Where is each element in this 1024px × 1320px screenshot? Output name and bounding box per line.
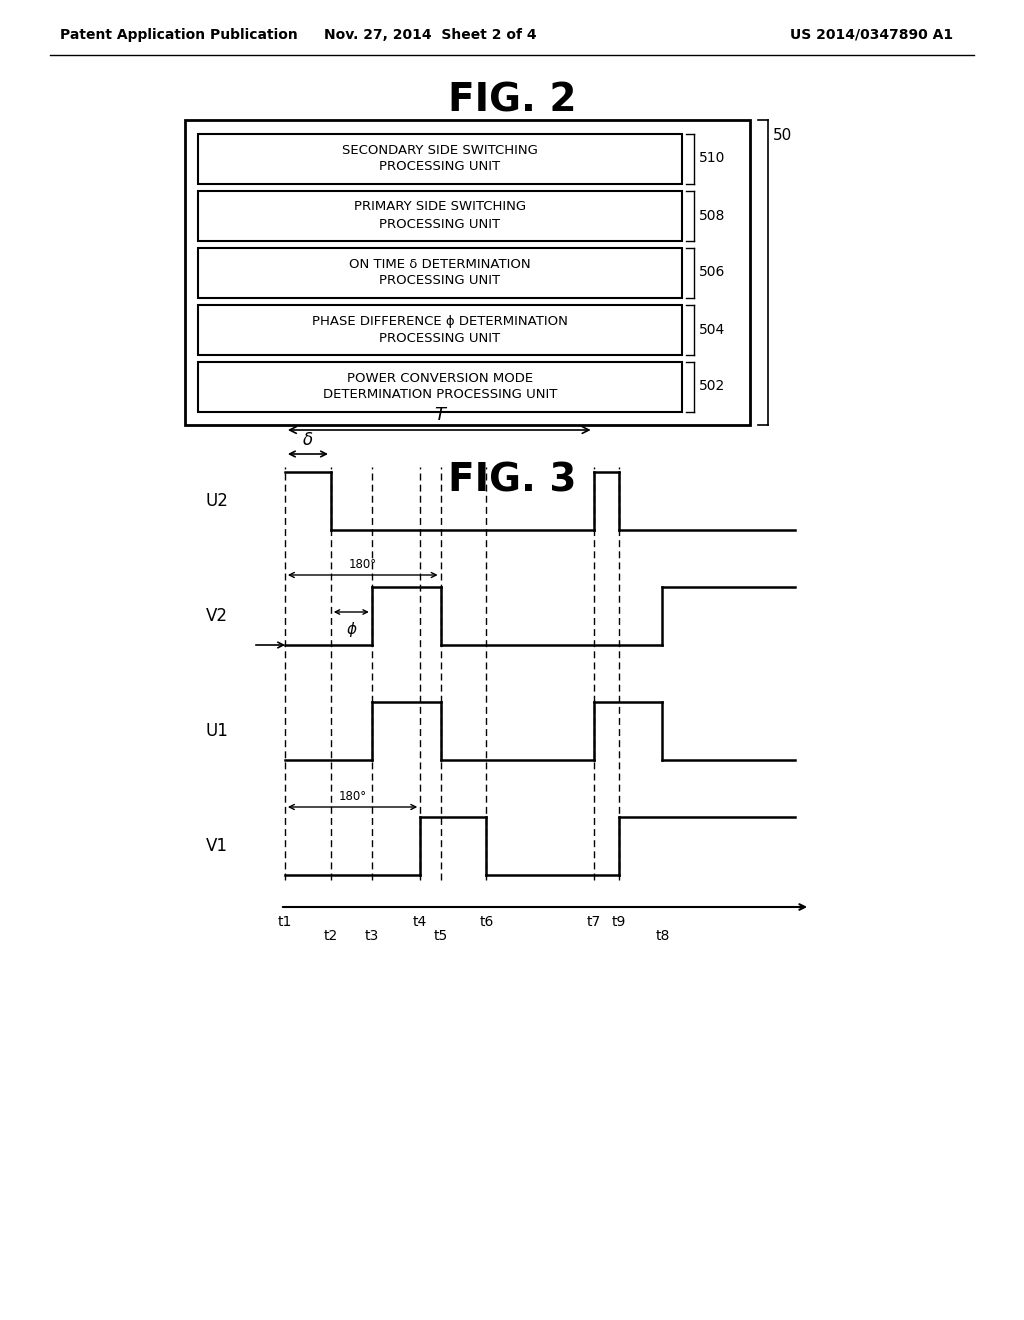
Bar xyxy=(198,133,682,183)
Text: Nov. 27, 2014  Sheet 2 of 4: Nov. 27, 2014 Sheet 2 of 4 xyxy=(324,28,537,42)
Text: FIG. 3: FIG. 3 xyxy=(447,461,577,499)
Text: PHASE DIFFERENCE ϕ DETERMINATION
PROCESSING UNIT: PHASE DIFFERENCE ϕ DETERMINATION PROCESS… xyxy=(312,314,568,345)
Text: ON TIME δ DETERMINATION
PROCESSING UNIT: ON TIME δ DETERMINATION PROCESSING UNIT xyxy=(349,257,530,288)
Text: δ: δ xyxy=(303,432,313,449)
Text: t8: t8 xyxy=(655,929,670,942)
Text: U2: U2 xyxy=(205,492,228,510)
Bar xyxy=(198,305,682,355)
Text: FIG. 2: FIG. 2 xyxy=(447,81,577,119)
Text: t9: t9 xyxy=(612,915,627,929)
Text: 502: 502 xyxy=(699,380,725,393)
Bar xyxy=(198,190,682,240)
Text: 180°: 180° xyxy=(349,558,377,572)
Text: PRIMARY SIDE SWITCHING
PROCESSING UNIT: PRIMARY SIDE SWITCHING PROCESSING UNIT xyxy=(354,201,526,231)
Text: V2: V2 xyxy=(206,607,228,624)
Text: t4: t4 xyxy=(413,915,427,929)
Bar xyxy=(198,248,682,297)
Text: t6: t6 xyxy=(479,915,494,929)
Text: 504: 504 xyxy=(699,322,725,337)
Text: t1: t1 xyxy=(278,915,292,929)
Text: 506: 506 xyxy=(699,265,725,280)
Text: t5: t5 xyxy=(433,929,447,942)
Bar xyxy=(185,120,750,425)
Text: 180°: 180° xyxy=(339,789,367,803)
Text: t3: t3 xyxy=(365,929,379,942)
Text: T: T xyxy=(434,407,444,424)
Text: 510: 510 xyxy=(699,152,725,165)
Text: t2: t2 xyxy=(324,929,338,942)
Text: 50: 50 xyxy=(773,128,793,143)
Text: U1: U1 xyxy=(205,722,228,741)
Text: US 2014/0347890 A1: US 2014/0347890 A1 xyxy=(790,28,953,42)
Text: POWER CONVERSION MODE
DETERMINATION PROCESSING UNIT: POWER CONVERSION MODE DETERMINATION PROC… xyxy=(323,371,557,401)
Text: 508: 508 xyxy=(699,209,725,223)
Text: ϕ: ϕ xyxy=(346,622,356,638)
Bar xyxy=(198,362,682,412)
Text: Patent Application Publication: Patent Application Publication xyxy=(60,28,298,42)
Text: t7: t7 xyxy=(587,915,601,929)
Text: SECONDARY SIDE SWITCHING
PROCESSING UNIT: SECONDARY SIDE SWITCHING PROCESSING UNIT xyxy=(342,144,538,173)
Text: V1: V1 xyxy=(206,837,228,855)
